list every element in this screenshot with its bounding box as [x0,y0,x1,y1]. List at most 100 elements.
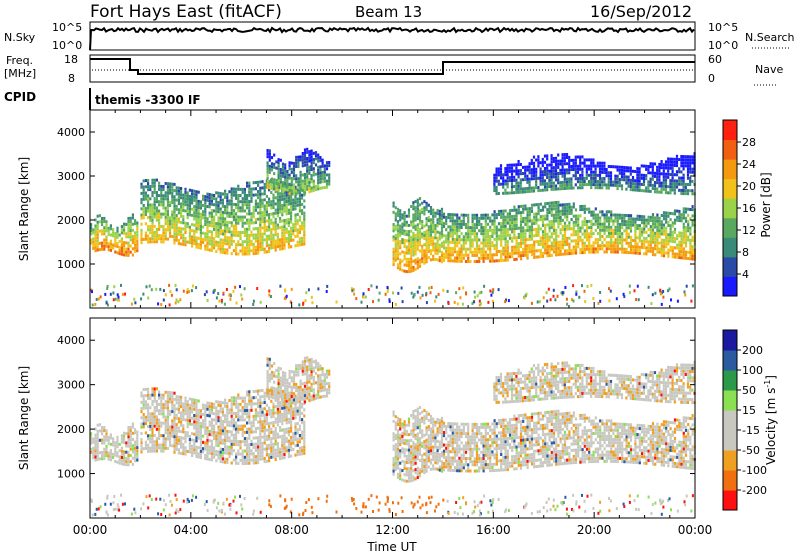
power-cell [647,183,650,187]
velocity-cell [107,454,110,458]
power-cell [554,163,558,166]
power-cell [625,220,628,224]
power-cell [310,161,313,165]
power-cell [370,284,373,288]
power-cell [594,173,597,177]
power-cell [482,235,485,239]
power-cell [636,245,639,249]
power-cell [651,168,654,172]
power-cell [515,223,518,227]
power-cell [266,186,269,189]
power-cell [621,250,624,254]
power-cell [306,157,309,160]
power-cell [609,165,613,169]
power-cell [665,233,668,236]
power-cell [239,249,242,253]
power-cell [636,188,639,192]
velocity-cell [127,463,130,467]
power-cell [246,184,249,188]
power-cell [467,232,470,236]
power-cell [442,240,446,244]
power-cell [662,238,666,242]
power-cell [530,206,534,210]
power-cell [221,214,224,217]
power-cell [691,155,694,159]
power-cell [133,297,136,301]
power-cell [618,238,622,242]
power-cell [623,169,626,173]
power-cell [583,289,586,293]
power-cell [537,155,540,159]
power-cell [665,211,668,215]
power-cell [429,258,433,262]
power-cell [219,210,222,214]
power-cell [259,232,262,236]
power-cell [643,246,646,250]
power-cell [598,177,602,180]
power-cell [123,222,126,226]
power-cell [410,238,413,242]
power-cell [671,163,674,167]
power-cell [149,185,152,188]
velocity-cell [188,441,191,445]
velocity-cell [195,430,198,434]
power-cell [427,219,430,223]
power-cell [550,166,553,170]
velocity-cell [173,404,176,408]
power-cell [171,182,174,186]
power-cell [266,170,269,174]
power-cell [524,187,527,191]
power-cell [649,162,652,166]
power-cell [116,229,119,233]
power-cell [689,158,692,162]
power-cell [669,211,672,215]
power-cell [594,176,597,180]
velocity-cell [136,433,139,437]
power-cell [577,223,580,227]
power-cell [499,173,503,177]
power-cell [528,207,531,211]
power-cell [607,241,611,245]
power-cell [596,213,600,217]
power-cell [160,234,163,238]
power-cell [308,181,311,184]
power-cell [116,235,119,239]
power-cell [120,283,122,287]
power-cell [456,256,459,260]
power-cell [151,234,154,238]
velocity-cell [134,440,137,444]
power-cell [436,236,439,240]
power-cell [186,194,189,198]
power-cell [544,226,547,230]
power-cell [177,186,180,190]
power-cell [528,171,531,175]
power-cell [239,200,242,204]
power-cell [583,223,586,227]
power-cell [438,249,441,253]
power-cell [308,153,311,157]
power-cell [568,252,571,256]
power-cell [123,241,126,245]
power-cell [412,204,415,208]
power-cell [563,240,567,244]
power-cell [510,188,514,192]
power-cell [310,155,313,159]
power-cell [230,233,233,237]
power-cell [557,243,560,247]
power-cell [215,206,218,210]
power-cell [306,163,309,167]
power-cell [392,253,395,257]
power-cell [237,197,240,200]
power-cell [497,234,501,238]
power-cell [640,221,644,225]
power-cell [151,181,154,185]
velocity-cell [158,402,161,406]
power-cell [565,177,569,181]
power-cell [436,212,439,216]
velocity-cell [105,448,108,451]
power-cell [541,214,545,218]
power-cell [671,239,674,243]
power-cell [552,244,556,248]
power-cell [647,215,650,219]
power-cell [235,218,238,222]
